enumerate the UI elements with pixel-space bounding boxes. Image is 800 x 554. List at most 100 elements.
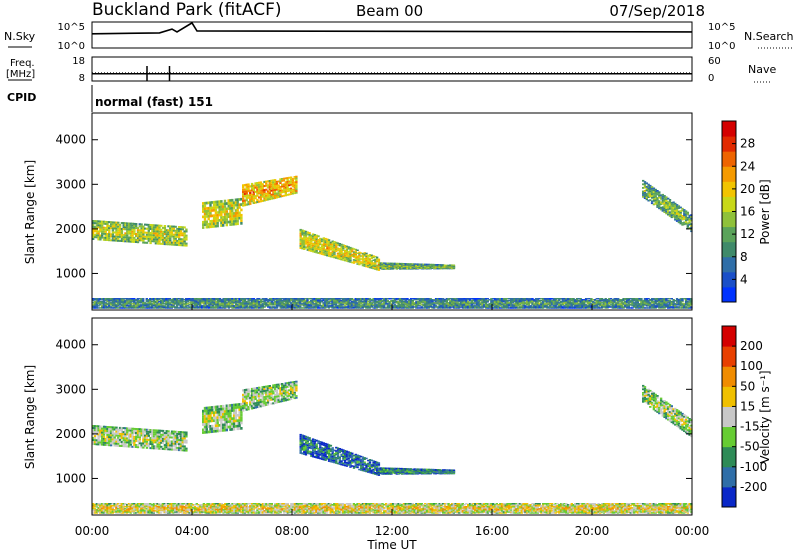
colorbar-tick-label: 15 [740,399,755,413]
power-y-axis-label: Slant Range [km] [23,160,37,264]
colorbar-swatch [722,166,736,182]
velocity-y-axis-label: Slant Range [km] [23,365,37,469]
echo-region [642,384,693,438]
site-title: Buckland Park (fitACF) [92,0,282,20]
freq-right-tick-low: 0 [708,73,714,84]
echo-region [92,220,188,247]
colorbar-swatch [722,366,736,387]
colorbar-tick-label: 20 [740,182,755,196]
colorbar-swatch [722,136,736,152]
colorbar-tick-label: 16 [740,205,755,219]
y-tick-label: 4000 [55,338,86,352]
colorbar-swatch [722,241,736,258]
echo-region [242,175,298,207]
colorbar-tick-label: 4 [740,272,748,286]
colorbar-frame [721,325,737,508]
x-tick-label: 12:00 [375,524,410,538]
noise-right-tick-low: 10^0 [708,41,735,52]
colorbar-tick-label: 50 [740,379,755,393]
noise-right-tick-high: 10^5 [708,22,735,33]
colorbar-swatch [722,326,736,347]
colorbar-tick-label: 12 [740,227,755,241]
colorbar-swatch [722,121,736,137]
cpid-value: normal (fast) 151 [95,95,213,109]
date-label: 07/Sep/2018 [609,2,705,20]
y-tick-label: 2000 [55,427,86,441]
freq-left-label-1: Freq. [10,58,35,69]
y-tick-label: 1000 [55,471,86,485]
noise-right-label: N.Search [744,30,794,43]
power-panel-frame [91,112,693,311]
colorbar-swatch [722,181,736,197]
noise-sky-series [91,21,693,35]
velocity-panel-frame [91,317,693,516]
colorbar-swatch [722,486,736,508]
noise-left-tick-high: 10^5 [58,22,85,33]
y-tick-label: 3000 [55,382,86,396]
freq-panel-frame [91,56,693,82]
echo-region [92,425,188,452]
colorbar-swatch [722,466,736,488]
echo-region [299,433,381,476]
colorbar-swatch [722,406,736,428]
colorbar-swatch [722,426,736,448]
y-tick-label: 2000 [55,222,86,236]
velocity-echoes [92,380,693,514]
colorbar-tick-label: -15 [740,420,760,434]
freq-right-label: Nave [748,63,776,76]
power-colorbar-label: Power [dB] [758,179,772,244]
echo-region [642,179,693,233]
noise-left-label: N.Sky [4,30,36,43]
colorbar-swatch [722,196,736,212]
velocity-colorbar: 200 100 50 15 -15 -50 -100 -200 [721,325,767,508]
y-tick-label: 1000 [55,266,86,280]
x-tick-label: 16:00 [475,524,510,538]
echo-region [242,380,298,412]
noise-panel: N.Sky 10^5 10^0 10^5 10^0 N.Search [4,21,794,52]
velocity-panel: 1000 2000 3000 4000 Slant Range [km] 200 100… [23,317,772,516]
power-y-ticks: 1000 2000 3000 4000 [55,133,692,280]
power-echoes [92,175,693,309]
freq-panel: Freq. [MHz] 18 8 60 0 Nave [6,56,776,84]
echo-region [92,503,693,514]
beam-label: Beam 00 [356,2,423,20]
velocity-colorbar-label: Velocity [m s⁻¹] [758,370,772,463]
colorbar-tick-label: 100 [740,359,763,373]
colorbar-swatch [722,386,736,407]
x-tick-label: 08:00 [275,524,310,538]
y-tick-label: 4000 [55,133,86,147]
colorbar-tick-label: -100 [740,460,767,474]
colorbar-swatch [722,446,736,468]
colorbar-swatch [722,226,736,243]
echo-region [379,467,456,475]
colorbar-swatch [722,286,736,303]
freq-left-tick-low: 8 [79,73,85,84]
colorbar-swatch [722,211,736,228]
echo-region [202,402,243,434]
colorbar-swatch [722,151,736,167]
colorbar-swatch [722,271,736,288]
cpid-label: CPID [7,91,36,104]
power-panel: 1000 2000 3000 4000 Slant Range [km] 4 8 12 16… [23,112,772,311]
echo-region [92,298,693,309]
time-x-axis-label: Time UT [366,538,417,552]
x-tick-label: 00:00 [675,524,710,538]
echo-region [379,262,456,270]
freq-left-tick-high: 18 [72,56,85,67]
x-tick-label: 04:00 [175,524,210,538]
noise-left-tick-low: 10^0 [58,41,85,52]
y-tick-label: 3000 [55,177,86,191]
echo-region [202,197,243,229]
freq-left-label-2: [MHz] [6,69,35,80]
x-tick-label: 00:00 [75,524,110,538]
colorbar-tick-label: 200 [740,339,763,353]
echo-region [299,228,381,271]
velocity-y-ticks: 1000 2000 3000 4000 [55,338,692,485]
colorbar-swatch [722,256,736,273]
colorbar-tick-label: -200 [740,480,767,494]
power-colorbar: 4 8 12 16 20 24 28 [721,120,755,303]
colorbar-tick-label: 28 [740,137,755,151]
time-x-ticks: 00:00 04:00 08:00 12:00 16:00 20:00 00:00 [75,304,710,538]
colorbar-tick-label: -50 [740,440,760,454]
